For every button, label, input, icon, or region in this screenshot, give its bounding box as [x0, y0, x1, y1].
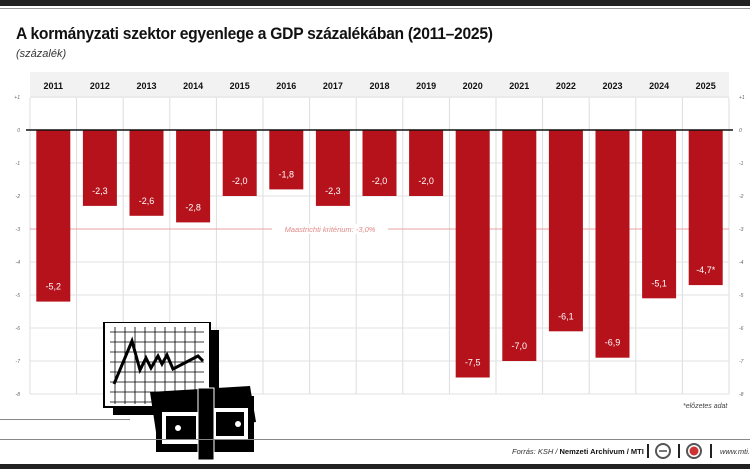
y-tick-label: -3	[16, 227, 21, 233]
mti-logo	[686, 443, 702, 459]
data-label-bg	[365, 174, 394, 188]
year-label: 2017	[323, 81, 343, 91]
y-tick-label-right: -4	[739, 260, 744, 266]
bar	[36, 130, 71, 302]
source-prefix: Forrás: KSH /	[512, 447, 560, 456]
separator	[647, 444, 649, 458]
source-text: Forrás: KSH / Nemzeti Archívum / MTI	[512, 447, 644, 456]
data-label-bg	[645, 276, 674, 291]
separator	[678, 444, 680, 458]
year-header-band	[30, 72, 729, 98]
y-tick-label-right: 0	[739, 128, 742, 134]
year-label: 2018	[369, 81, 389, 91]
data-label-bg	[458, 355, 487, 370]
data-label-bg	[39, 279, 68, 294]
data-label: -1,8	[279, 169, 295, 179]
source-bold: Nemzeti Archívum / MTI	[559, 447, 644, 456]
y-tick-label: 0	[17, 128, 20, 134]
data-label: -7,0	[512, 341, 528, 351]
y-tick-label-right: -3	[739, 227, 744, 233]
bar	[688, 130, 723, 286]
y-tick-label-right: -1	[739, 161, 744, 167]
y-tick-label-right: -5	[739, 293, 744, 299]
y-tick-label: -5	[16, 293, 21, 299]
year-label: 2013	[136, 81, 156, 91]
chart-subtitle: (százalék)	[16, 48, 67, 60]
separator	[710, 444, 712, 458]
data-label: -2,8	[185, 202, 201, 212]
year-label: 2022	[556, 81, 576, 91]
data-label: -2,6	[139, 196, 155, 206]
year-label: 2020	[463, 81, 483, 91]
data-label-bg	[225, 174, 254, 188]
bar	[595, 130, 630, 358]
data-label: -4,7*	[696, 265, 716, 275]
bar-chart: +1 +1 0 0 -1 -1 -2 -2 -3 -3 -4 -4 -5 -5 -6 -6 -7 -7 -8 -8 Ma…	[14, 72, 745, 398]
y-tick-label: +1	[14, 95, 20, 101]
y-tick-label-right: +1	[739, 95, 745, 101]
year-label: 2021	[509, 81, 529, 91]
frame-top	[0, 0, 750, 6]
y-tick-label-right: -7	[739, 359, 744, 365]
data-label: -2,0	[372, 176, 388, 186]
year-label: 2015	[230, 81, 250, 91]
year-label: 2016	[276, 81, 296, 91]
bar	[502, 130, 537, 361]
y-tick-label: -7	[16, 359, 21, 365]
bar	[642, 130, 677, 299]
frame-divider	[0, 8, 750, 9]
chart-with-money-stack-icon	[103, 322, 256, 461]
year-label: 2019	[416, 81, 436, 91]
year-label: 2025	[696, 81, 716, 91]
y-tick-label: -2	[16, 194, 21, 200]
data-label-bg	[598, 335, 627, 350]
data-label-bg	[85, 183, 114, 198]
bar	[455, 130, 490, 378]
data-label-bg	[272, 167, 301, 182]
y-tick-label-right: -8	[739, 392, 744, 398]
data-label-bg	[179, 200, 208, 215]
data-label-bg	[505, 339, 534, 353]
bar	[548, 130, 583, 332]
chart-title: A kormányzati szektor egyenlege a GDP sz…	[16, 24, 493, 43]
frame-bottom	[0, 464, 750, 469]
year-label: 2011	[44, 81, 64, 91]
footnote: *előzetes adat	[683, 403, 728, 410]
data-label-bg	[412, 174, 441, 188]
website-link[interactable]: www.mti.	[720, 447, 750, 456]
footer-divider	[0, 439, 750, 440]
data-label: -5,2	[46, 282, 62, 292]
data-label: -2,3	[92, 186, 108, 196]
nemzeti-archivum-logo	[655, 443, 671, 459]
data-label-bg	[551, 309, 580, 324]
data-label: -6,1	[558, 311, 574, 321]
reference-label-bg	[272, 224, 388, 234]
year-label: 2014	[183, 81, 203, 91]
y-tick-label: -1	[16, 161, 21, 167]
year-label: 2023	[602, 81, 622, 91]
data-label-bg	[318, 183, 347, 198]
data-label-bg	[689, 263, 723, 278]
data-label: -2,0	[232, 176, 248, 186]
y-tick-label-right: -2	[739, 194, 744, 200]
y-tick-label: -4	[16, 260, 21, 266]
divider	[0, 419, 130, 420]
y-tick-label: -6	[16, 326, 21, 332]
data-label: -6,9	[605, 338, 621, 348]
data-label: -7,5	[465, 358, 481, 368]
y-tick-label: -8	[16, 392, 21, 398]
data-label: -2,0	[418, 176, 434, 186]
data-label: -2,3	[325, 186, 341, 196]
data-label: -5,1	[651, 278, 667, 288]
reference-line-label: Maastrichti kritérium: -3,0%	[285, 225, 376, 234]
y-tick-label-right: -6	[739, 326, 744, 332]
data-label-bg	[132, 193, 161, 208]
year-label: 2024	[649, 81, 669, 91]
year-label: 2012	[90, 81, 110, 91]
